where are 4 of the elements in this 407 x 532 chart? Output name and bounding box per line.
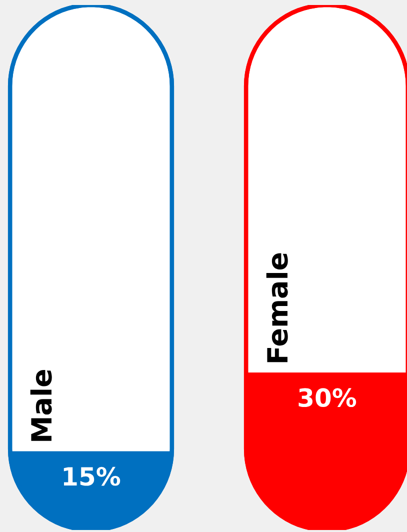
x-tick-label: Male	[30, 370, 52, 441]
data-label: 30%	[298, 388, 356, 408]
data-label: 15%	[64, 466, 120, 486]
x-tick-label: Female	[266, 253, 288, 362]
